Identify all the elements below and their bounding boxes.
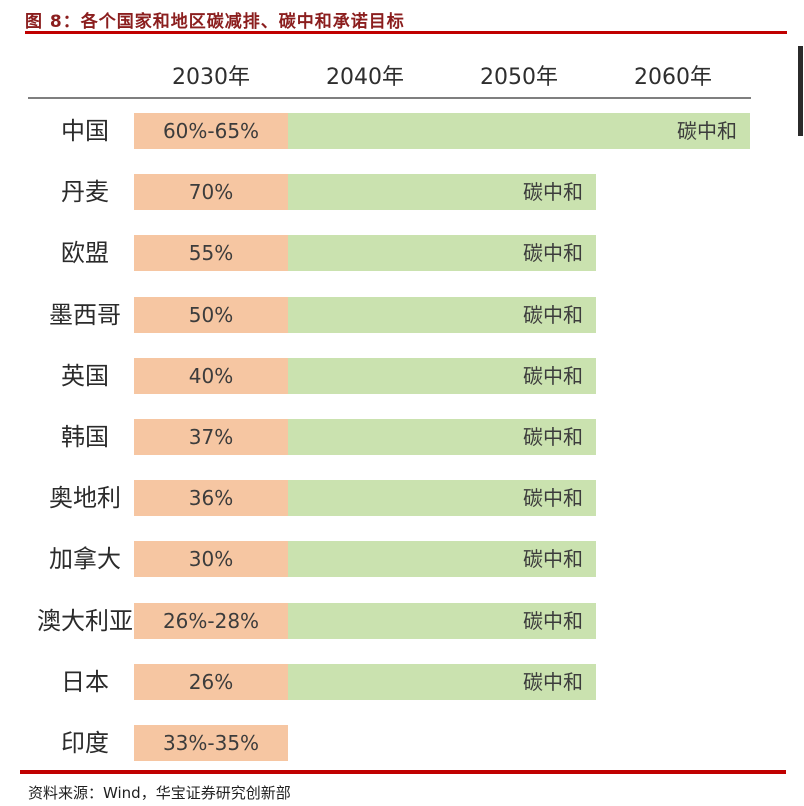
reduction-target-bar: 70% — [134, 174, 288, 211]
carbon-neutral-bar: 碳中和 — [288, 663, 596, 700]
carbon-neutral-bar: 碳中和 — [288, 419, 596, 455]
reduction-target-bar: 33%-35% — [134, 725, 288, 761]
chart-row: 墨西哥 50% 碳中和 — [0, 296, 804, 333]
carbon-neutral-bar: 碳中和 — [288, 357, 596, 394]
chart-row: 中国 60%-65% 碳中和 — [0, 113, 804, 149]
column-header-2030: 2030年 — [172, 65, 250, 90]
chart-row: 韩国 37% 碳中和 — [0, 419, 804, 455]
reduction-target-bar: 50% — [134, 296, 288, 333]
title-rule — [25, 31, 787, 34]
reduction-target-bar: 37% — [134, 419, 288, 455]
country-label: 日本 — [61, 667, 109, 696]
carbon-neutral-bar: 碳中和 — [288, 174, 596, 211]
reduction-target-bar: 55% — [134, 235, 288, 272]
chart-row: 丹麦 70% 碳中和 — [0, 174, 804, 211]
chart-row: 日本 26% 碳中和 — [0, 663, 804, 700]
country-label: 墨西哥 — [49, 300, 121, 329]
reduction-target-bar: 60%-65% — [134, 113, 288, 149]
reduction-target-bar: 36% — [134, 480, 288, 517]
header-rule — [28, 97, 751, 99]
column-header-2040: 2040年 — [326, 65, 404, 90]
footer-rule — [20, 770, 786, 774]
chart-row: 奥地利 36% 碳中和 — [0, 480, 804, 517]
country-label: 英国 — [61, 361, 109, 390]
country-label: 印度 — [61, 729, 109, 757]
carbon-neutral-bar: 碳中和 — [288, 296, 596, 333]
chart-row: 英国 40% 碳中和 — [0, 357, 804, 394]
carbon-neutral-bar: 碳中和 — [288, 541, 596, 578]
country-label: 中国 — [61, 117, 109, 145]
figure-title: 图 8：各个国家和地区碳减排、碳中和承诺目标 — [25, 12, 405, 32]
column-header-2050: 2050年 — [480, 65, 558, 90]
reduction-target-bar: 40% — [134, 357, 288, 394]
source-note: 资料来源：Wind，华宝证券研究创新部 — [28, 784, 291, 802]
country-label: 丹麦 — [61, 178, 109, 207]
carbon-neutral-bar: 碳中和 — [288, 480, 596, 517]
chart-row: 印度 33%-35% — [0, 725, 804, 761]
scrollbar-thumb[interactable] — [798, 46, 803, 136]
carbon-neutral-bar: 碳中和 — [288, 113, 750, 149]
column-header-2060: 2060年 — [634, 65, 712, 90]
reduction-target-bar: 30% — [134, 541, 288, 578]
carbon-neutral-bar: 碳中和 — [288, 602, 596, 639]
reduction-target-bar: 26%-28% — [134, 602, 288, 639]
country-label: 韩国 — [61, 423, 109, 451]
carbon-neutral-bar: 碳中和 — [288, 235, 596, 272]
reduction-target-bar: 26% — [134, 663, 288, 700]
chart-row: 欧盟 55% 碳中和 — [0, 235, 804, 272]
country-label: 加拿大 — [49, 545, 121, 574]
chart-row: 加拿大 30% 碳中和 — [0, 541, 804, 578]
country-label: 奥地利 — [49, 484, 121, 513]
country-label: 澳大利亚 — [37, 606, 133, 635]
country-label: 欧盟 — [61, 239, 109, 268]
chart-row: 澳大利亚 26%-28% 碳中和 — [0, 602, 804, 639]
